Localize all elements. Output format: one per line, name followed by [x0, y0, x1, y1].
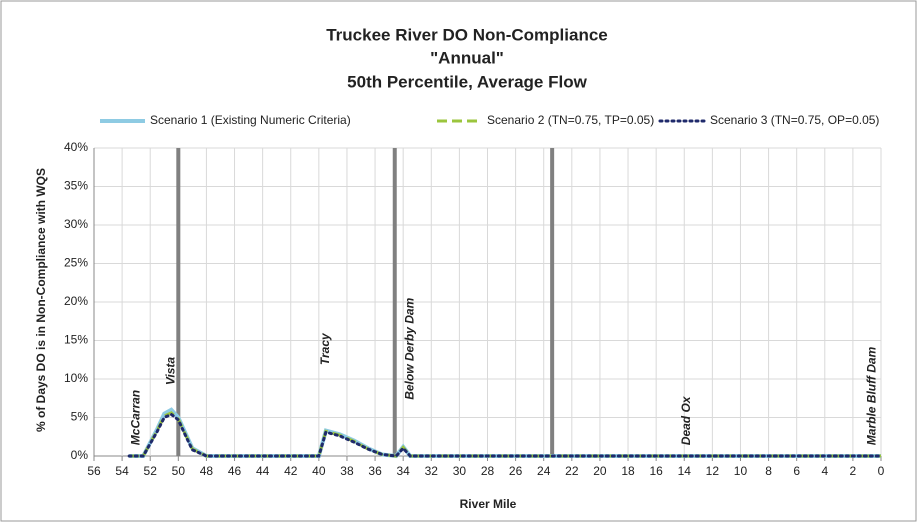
y-axis-label: % of Days DO is in Non-Compliance with W…: [34, 168, 48, 432]
x-tick-label: 4: [821, 464, 828, 478]
x-tick-label: 6: [793, 464, 800, 478]
x-tick-label: 20: [593, 464, 607, 478]
annotation: Tracy: [318, 332, 332, 365]
y-tick-label: 40%: [64, 140, 88, 154]
x-tick-label: 34: [396, 464, 410, 478]
x-tick-label: 50: [172, 464, 186, 478]
x-tick-label: 54: [115, 464, 129, 478]
chart-title: Truckee River DO Non-Compliance: [326, 25, 608, 44]
x-tick-label: 14: [678, 464, 692, 478]
y-tick-label: 0%: [71, 448, 89, 462]
y-tick-label: 35%: [64, 179, 88, 193]
y-tick-label: 30%: [64, 217, 88, 231]
annotation: McCarran: [128, 390, 142, 445]
x-axis-label: River Mile: [460, 497, 517, 511]
y-tick-label: 5%: [71, 410, 89, 424]
x-tick-label: 38: [340, 464, 354, 478]
y-tick-label: 15%: [64, 333, 88, 347]
x-tick-label: 52: [144, 464, 158, 478]
x-tick-label: 30: [453, 464, 467, 478]
x-tick-label: 16: [649, 464, 663, 478]
y-tick-label: 20%: [64, 294, 88, 308]
x-tick-label: 22: [565, 464, 579, 478]
x-tick-label: 26: [509, 464, 523, 478]
legend-label: Scenario 1 (Existing Numeric Criteria): [150, 113, 351, 127]
y-tick-label: 25%: [64, 256, 88, 270]
x-tick-label: 36: [368, 464, 382, 478]
annotation: Marble Bluff Dam: [865, 346, 879, 445]
x-tick-label: 18: [621, 464, 635, 478]
y-tick-label: 10%: [64, 371, 88, 385]
chart-title: "Annual": [430, 48, 504, 67]
x-tick-label: 48: [200, 464, 214, 478]
x-tick-label: 10: [734, 464, 748, 478]
annotation: Vista: [163, 357, 177, 386]
x-tick-label: 28: [481, 464, 495, 478]
x-tick-label: 44: [256, 464, 270, 478]
x-tick-label: 40: [312, 464, 326, 478]
annotation: Below Derby Dam: [402, 297, 416, 399]
x-tick-label: 24: [537, 464, 551, 478]
x-tick-label: 46: [228, 464, 242, 478]
x-tick-label: 0: [878, 464, 885, 478]
legend-label: Scenario 2 (TN=0.75, TP=0.05): [487, 113, 654, 127]
x-tick-label: 12: [706, 464, 720, 478]
x-tick-label: 42: [284, 464, 298, 478]
legend-label: Scenario 3 (TN=0.75, OP=0.05): [710, 113, 879, 127]
series-line: [127, 412, 883, 458]
annotation: Dead Ox: [679, 395, 693, 445]
x-tick-label: 8: [765, 464, 772, 478]
x-tick-label: 2: [850, 464, 857, 478]
x-tick-label: 56: [87, 464, 101, 478]
x-tick-label: 32: [425, 464, 439, 478]
chart-title: 50th Percentile, Average Flow: [347, 72, 587, 91]
